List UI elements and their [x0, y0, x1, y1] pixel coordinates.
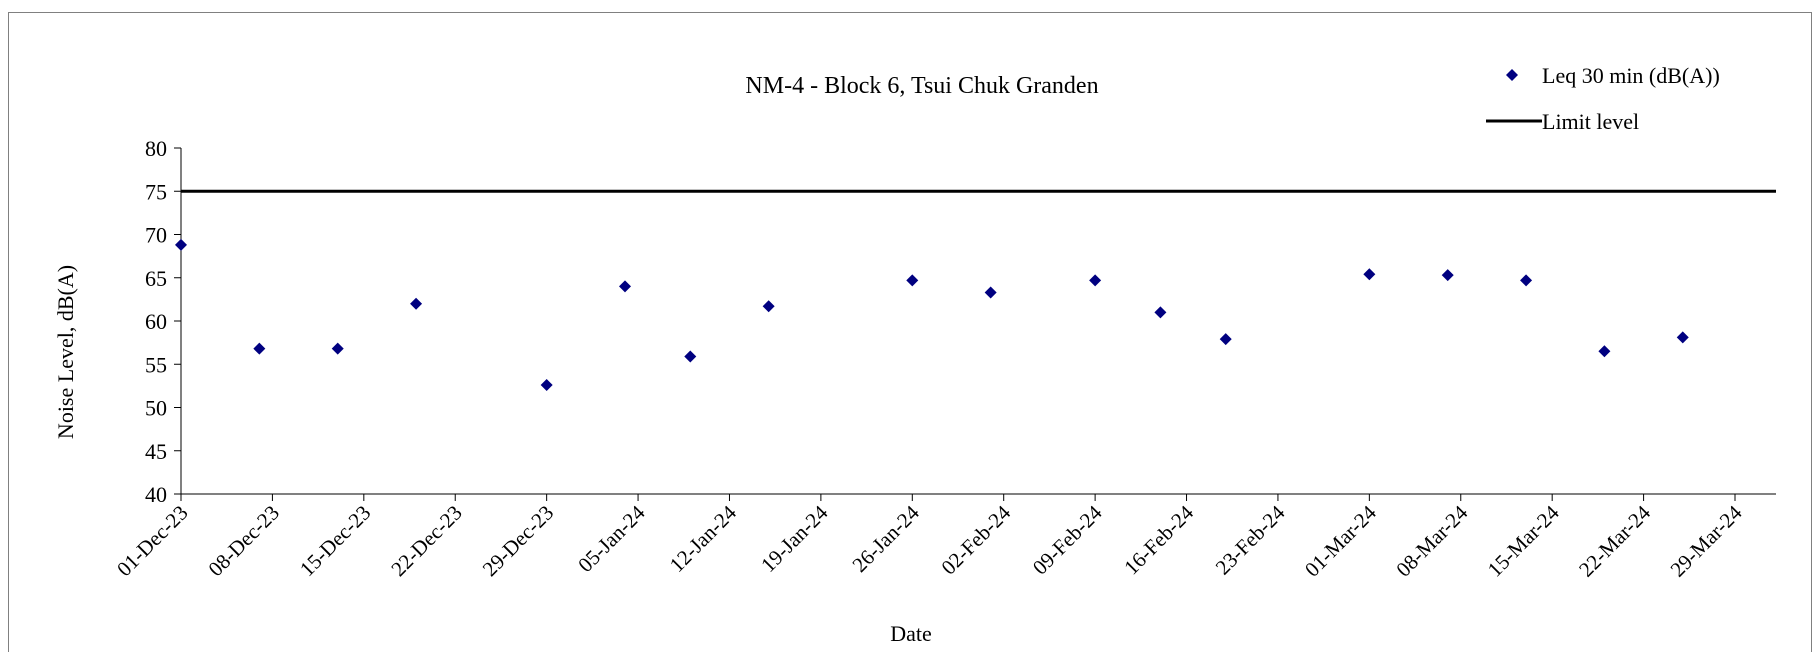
- legend-label-leq: Leq 30 min (dB(A)): [1542, 63, 1720, 88]
- x-axis-label: Date: [890, 621, 932, 646]
- y-tick-label: 80: [145, 136, 167, 161]
- y-tick-label: 75: [145, 179, 167, 204]
- data-point: [1520, 274, 1533, 287]
- data-marks: [175, 189, 1776, 392]
- y-tick-label: 70: [145, 223, 167, 248]
- data-point: [1441, 269, 1454, 282]
- y-tick-label: 40: [145, 482, 167, 507]
- y-axis-label: Noise Level, dB(A): [53, 265, 78, 439]
- data-point: [1676, 331, 1689, 344]
- data-point: [1363, 268, 1376, 281]
- data-point: [684, 350, 697, 363]
- legend: Leq 30 min (dB(A)) Limit level: [1486, 63, 1720, 134]
- legend-label-limit: Limit level: [1542, 109, 1639, 134]
- legend-diamond-marker: [1506, 69, 1518, 81]
- y-tick-label: 65: [145, 266, 167, 291]
- data-point: [762, 300, 775, 313]
- data-point: [1219, 333, 1232, 346]
- data-point: [1598, 345, 1611, 358]
- y-tick-label: 55: [145, 352, 167, 377]
- data-point: [253, 342, 266, 355]
- data-point: [619, 280, 631, 293]
- y-tick-label: 45: [145, 439, 167, 464]
- data-point: [540, 379, 553, 392]
- chart-title: NM-4 - Block 6, Tsui Chuk Granden: [745, 73, 1098, 99]
- data-point: [331, 342, 344, 355]
- data-point: [906, 274, 919, 287]
- data-point: [175, 238, 187, 251]
- data-point: [984, 286, 997, 299]
- data-point: [1154, 306, 1167, 319]
- y-tick-label: 60: [145, 309, 167, 334]
- y-tick-label: 50: [145, 396, 167, 421]
- data-point: [1089, 274, 1102, 287]
- data-point: [410, 297, 423, 310]
